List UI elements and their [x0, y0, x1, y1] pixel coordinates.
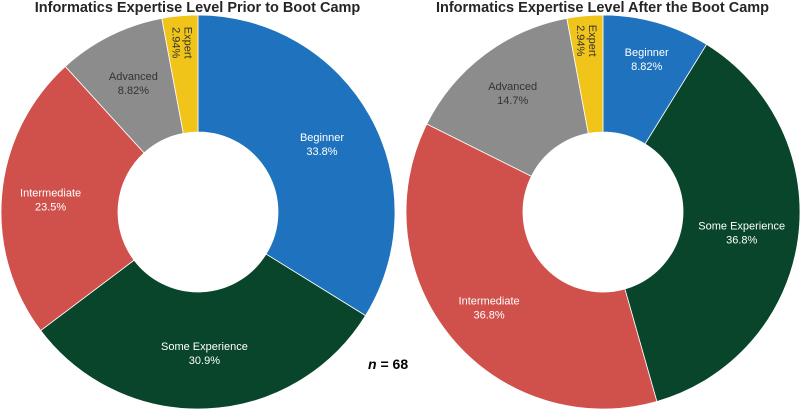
slice-label-beginner: Beginner 8.82% — [625, 47, 669, 73]
chart-title-prior: Informatics Expertise Level Prior to Boo… — [34, 0, 361, 16]
slice-label-intermediate: Intermediate 36.8% — [459, 296, 520, 322]
donut-chart-prior: Beginner 33.8% Some Experience 30.9% Interme… — [0, 14, 396, 410]
slice-label-advanced: Advanced 14.7% — [488, 81, 537, 107]
slice-intermediate — [405, 123, 658, 410]
sample-size-variable: n — [368, 356, 377, 372]
sample-size-equals: = — [376, 356, 393, 372]
slice-expert — [161, 14, 199, 134]
slice-advanced — [426, 17, 589, 177]
slice-expert — [566, 14, 604, 134]
slice-label-beginner: Beginner 33.8% — [300, 132, 344, 158]
slice-some-experience — [40, 253, 367, 410]
slice-label-advanced: Advanced 8.82% — [109, 71, 158, 97]
slice-some-experience — [624, 43, 800, 402]
slice-label-intermediate: Intermediate 23.5% — [20, 187, 81, 213]
slice-beginner — [197, 14, 396, 317]
slice-intermediate — [0, 65, 145, 332]
sample-size-label: n = 68 — [368, 356, 408, 372]
slice-label-expert: Expert2.94% — [169, 27, 193, 59]
chart-title-after: Informatics Expertise Level After the Bo… — [435, 0, 770, 16]
sample-size-value: 68 — [392, 356, 409, 372]
slice-label-expert: Expert2.94% — [574, 25, 598, 57]
donut-chart-after: Beginner 8.82% Some Experience 36.8% Interme… — [405, 14, 800, 410]
slice-label-some-experience: Some Experience 36.8% — [698, 220, 785, 246]
slice-label-some-experience: Some Experience 30.9% — [161, 341, 248, 367]
